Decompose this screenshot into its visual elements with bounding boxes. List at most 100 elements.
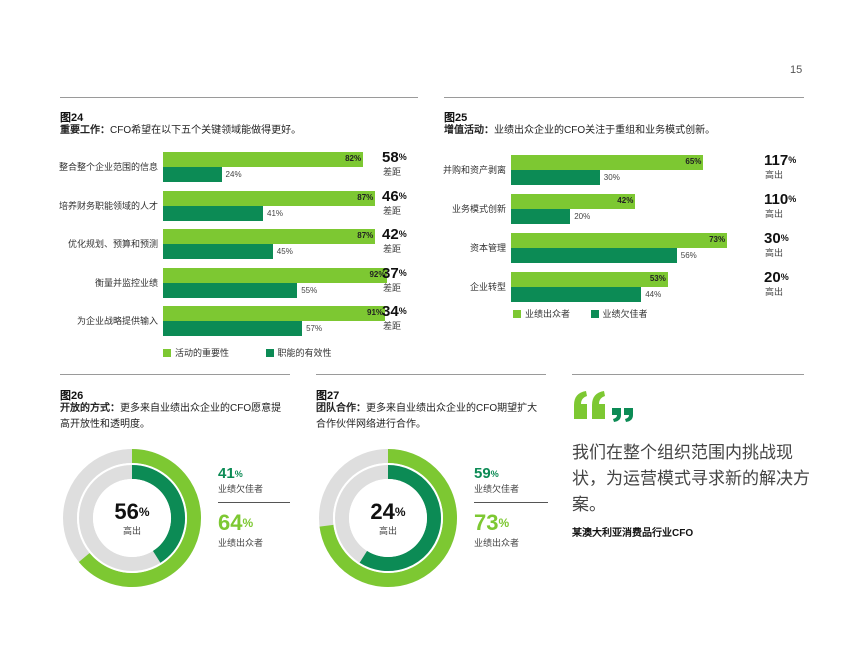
fig27-title-bold: 团队合作： bbox=[316, 403, 366, 414]
category-label: 并购和资产剥离 bbox=[442, 165, 506, 175]
gap-unit: % bbox=[788, 194, 797, 204]
bar-value-series-1: 53% bbox=[649, 274, 666, 283]
bar-series-2 bbox=[163, 244, 273, 259]
bar-series-1 bbox=[163, 190, 376, 206]
donut-center-unit: % bbox=[138, 505, 150, 519]
gap-label: 高出 bbox=[765, 209, 784, 219]
fig27-title: 团队合作：更多来自业绩出众企业的CFO期望扩大合作伙伴网络进行合作。 bbox=[316, 401, 556, 433]
fig24-title-bold: 重要工作： bbox=[60, 125, 110, 136]
legend-swatch bbox=[590, 310, 599, 318]
bar-value-series-1: 73% bbox=[709, 235, 726, 244]
donut-center-unit: % bbox=[394, 505, 406, 519]
legend-label: 活动的重要性 bbox=[175, 348, 230, 358]
fig25-legend-item-2: 业绩欠佳者 bbox=[590, 309, 648, 319]
gap-unit: % bbox=[398, 190, 407, 201]
bar-series-2 bbox=[163, 282, 298, 298]
donut-center-value: 56% bbox=[114, 499, 150, 524]
category-label: 整合整个企业范围的信息 bbox=[58, 162, 158, 172]
category-label: 培养财务职能领域的人才 bbox=[58, 200, 158, 211]
gap-value: 58% bbox=[382, 149, 407, 166]
inner-ring-name: 业绩欠佳者 bbox=[474, 484, 520, 494]
fig26-title-rest-1: 更多来自业绩出众企业的CFO愿意提 bbox=[120, 403, 282, 414]
gap-unit: % bbox=[398, 306, 407, 316]
outer-ring-name: 业绩出众者 bbox=[474, 538, 520, 548]
quote-text: 我们在整个组织范围内挑战现 状，为运营模式寻求新的解决方 案。 bbox=[572, 440, 812, 518]
fig26-title-bold: 开放的方式： bbox=[60, 403, 120, 414]
bar-series-1 bbox=[511, 155, 704, 170]
fig24-legend-item-2: 职能的有效性 bbox=[265, 348, 332, 358]
fig24-legend-item-1: 活动的重要性 bbox=[163, 348, 229, 358]
fig26-top-rule bbox=[60, 374, 290, 375]
bar-series-2 bbox=[511, 170, 600, 185]
ring-separator bbox=[77, 463, 187, 573]
bar-series-1 bbox=[163, 152, 364, 167]
fig26-title-rest-2: 高开放性和透明度。 bbox=[60, 419, 150, 430]
category-label: 为企业战略提供输入 bbox=[76, 316, 158, 326]
fig27-title-rest-2: 合作伙伴网络进行合作。 bbox=[316, 419, 426, 430]
inner-ring-value: 41% bbox=[218, 465, 243, 482]
gap-label: 高出 bbox=[765, 287, 784, 297]
bar-value-series-2: 57% bbox=[306, 324, 323, 333]
donut-svg bbox=[319, 449, 457, 587]
quote-source: 某澳大利亚消费品行业CFO bbox=[572, 528, 694, 539]
bar-value-series-2: 24% bbox=[225, 170, 242, 179]
donut-center-caption: 高出 bbox=[378, 526, 397, 536]
bar-value-series-1: 87% bbox=[357, 231, 374, 240]
fig25-title: 增值活动：业绩出众企业的CFO关注于重组和业务模式创新。 bbox=[444, 123, 824, 139]
gap-label: 差距 bbox=[383, 167, 402, 177]
gap-unit: % bbox=[780, 272, 789, 282]
inner-ring-unit: % bbox=[490, 469, 499, 479]
category-label: 优化规划、预算和预测 bbox=[67, 239, 158, 249]
fig27-top-rule bbox=[316, 374, 546, 375]
legend-swatch bbox=[513, 310, 521, 318]
gap-unit: % bbox=[398, 152, 407, 162]
outer-ring-unit: % bbox=[242, 516, 254, 530]
fig25-title-bold: 增值活动： bbox=[444, 125, 494, 136]
quote-mark-icon bbox=[574, 391, 633, 422]
inner-ring-arc bbox=[131, 465, 185, 563]
gap-value: 46% bbox=[382, 187, 407, 205]
bar-value-series-2: 20% bbox=[574, 212, 591, 221]
gap-label: 差距 bbox=[383, 321, 402, 331]
fig27-title-rest-1: 更多来自业绩出众企业的CFO期望扩大 bbox=[366, 403, 538, 414]
bar-series-1 bbox=[511, 194, 636, 209]
donut-hole bbox=[93, 479, 171, 557]
bar-series-1 bbox=[511, 272, 668, 287]
category-label: 企业转型 bbox=[469, 282, 506, 292]
bar-series-2 bbox=[163, 167, 222, 182]
bar-value-series-2: 30% bbox=[603, 173, 620, 182]
donut-hole bbox=[349, 479, 427, 557]
bar-value-series-1: 65% bbox=[685, 157, 702, 166]
fig25-legend: 业绩出众者 业绩欠佳者 bbox=[513, 308, 648, 320]
bar-series-2 bbox=[163, 205, 264, 221]
gap-unit: % bbox=[780, 233, 789, 243]
outer-ring-value: 64% bbox=[218, 510, 254, 535]
quote-line-3: 案。 bbox=[572, 495, 606, 515]
gap-value: 34% bbox=[382, 303, 407, 320]
fig26-title: 开放的方式：更多来自业绩出众企业的CFO愿意提高开放性和透明度。 bbox=[60, 401, 300, 433]
bar-series-2 bbox=[163, 321, 303, 336]
fig24-title-rest: CFO希望在以下五个关键领域能做得更好。 bbox=[110, 125, 302, 136]
outer-ring-arc bbox=[319, 449, 457, 587]
page-number: 15 bbox=[790, 64, 803, 76]
gap-unit: % bbox=[398, 267, 407, 278]
bar-series-1 bbox=[163, 306, 386, 321]
gap-unit: % bbox=[788, 155, 797, 165]
bar-value-series-1: 91% bbox=[367, 308, 384, 317]
legend-label: 业绩欠佳者 bbox=[602, 309, 648, 319]
gap-label: 高出 bbox=[765, 248, 784, 258]
donut-center-caption: 高出 bbox=[122, 526, 141, 536]
outer-ring-name: 业绩出众者 bbox=[218, 538, 264, 548]
gap-value: 42% bbox=[382, 226, 407, 243]
outer-ring-arc bbox=[78, 449, 201, 587]
quote-top-rule bbox=[572, 374, 804, 375]
inner-ring-name: 业绩欠佳者 bbox=[218, 484, 264, 494]
bar-value-series-1: 92% bbox=[369, 269, 386, 279]
bar-series-1 bbox=[511, 233, 728, 248]
fig24-top-rule bbox=[60, 97, 418, 98]
stat-divider bbox=[474, 502, 548, 503]
inner-ring-value: 59% bbox=[474, 465, 499, 482]
category-label: 衡量并监控业绩 bbox=[94, 277, 158, 288]
gap-value: 117% bbox=[764, 152, 797, 169]
ring-separator bbox=[333, 463, 443, 573]
